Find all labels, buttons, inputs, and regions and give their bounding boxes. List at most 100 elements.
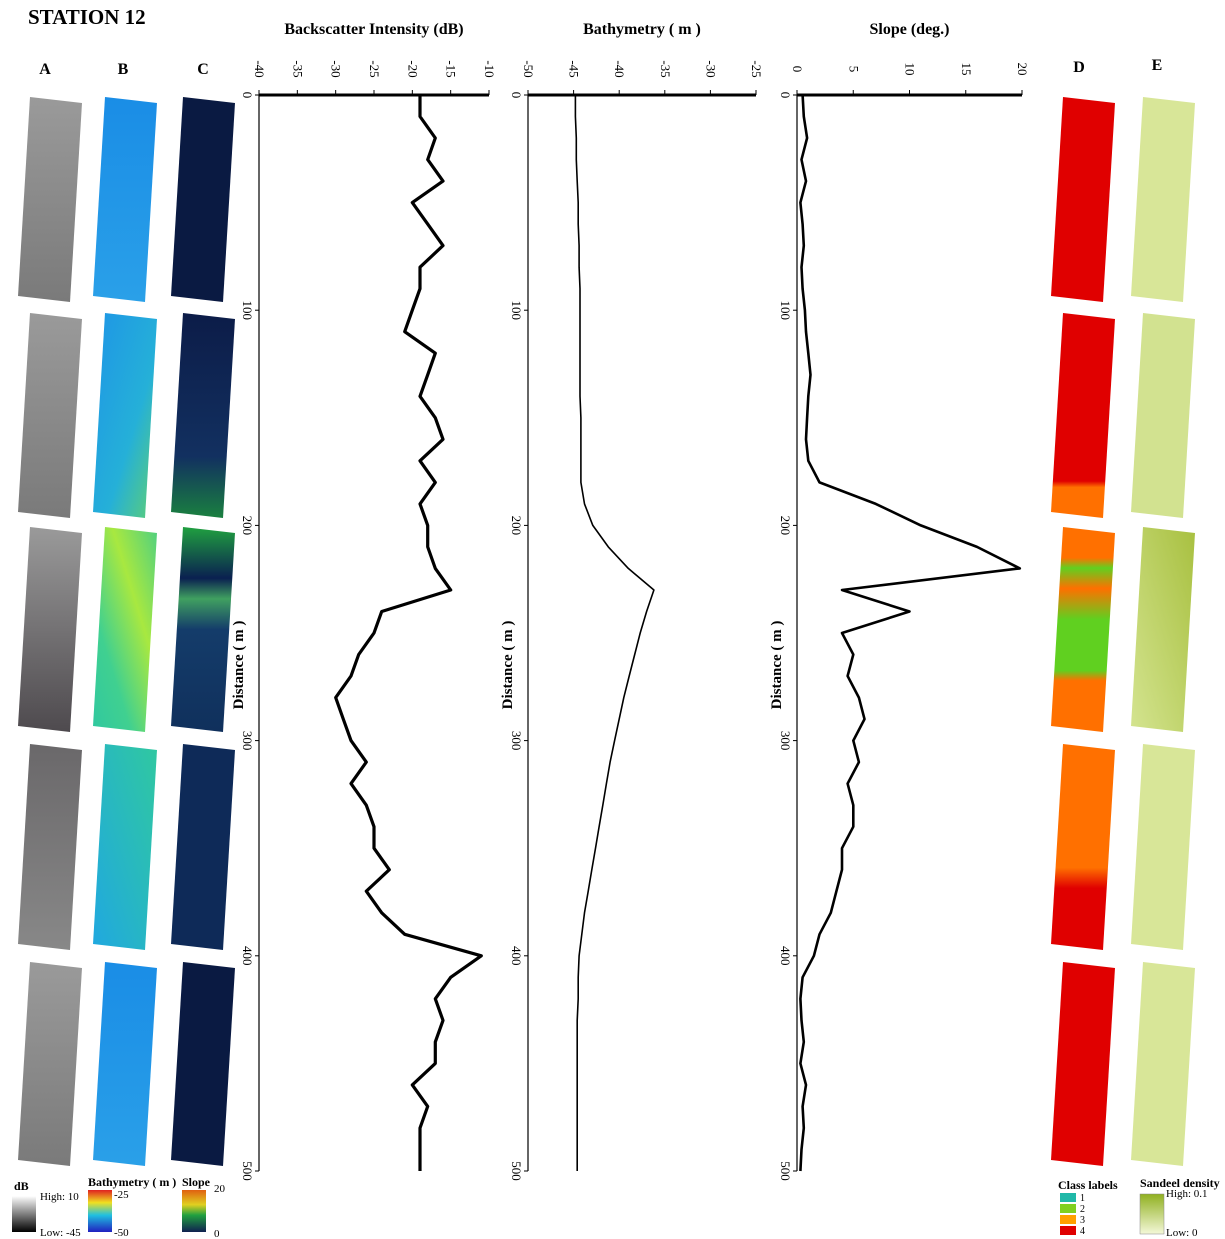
color-bar <box>12 1196 36 1232</box>
image-strip <box>1131 97 1195 302</box>
image-strip <box>1051 744 1115 950</box>
distance-tick-label: 500 <box>240 1161 255 1181</box>
legend-label: High: 0.1 <box>1166 1188 1208 1200</box>
image-strip <box>1051 962 1115 1166</box>
legend-title: Bathymetry ( m ) <box>88 1175 176 1189</box>
value-tick-label: -25 <box>749 60 764 77</box>
distance-tick-label: 500 <box>509 1161 524 1181</box>
image-strip <box>93 527 157 732</box>
color-bar <box>1140 1194 1164 1234</box>
distance-tick-label: 100 <box>509 300 524 320</box>
legend-bathymetry: Bathymetry ( m ) -25 -50 <box>88 1175 176 1239</box>
legend-label: -25 <box>114 1189 129 1201</box>
legend-classes: Class labels 1 2 3 4 <box>1058 1178 1118 1237</box>
image-strip <box>171 744 235 950</box>
value-tick-label: -35 <box>290 60 305 77</box>
data-line <box>336 95 482 1171</box>
distance-tick-label: 400 <box>778 946 793 966</box>
legend-label: 2 <box>1080 1204 1085 1215</box>
legend-label: 4 <box>1080 1226 1085 1237</box>
image-strip <box>171 97 235 302</box>
legend-title: Class labels <box>1058 1178 1118 1192</box>
legend-db: dB High: 10 Low: -45 <box>12 1179 81 1239</box>
value-tick-label: -25 <box>367 60 382 77</box>
panel-label: D <box>1073 59 1085 76</box>
legend-label: 3 <box>1080 1215 1085 1226</box>
chart-title: Bathymetry ( m ) <box>583 21 701 38</box>
image-strip <box>1051 527 1115 732</box>
axis-title: Distance ( m ) <box>231 621 247 710</box>
value-tick-label: -20 <box>405 60 420 77</box>
value-tick-label: -35 <box>658 60 673 77</box>
color-bar <box>88 1190 112 1232</box>
value-tick-label: 20 <box>1015 63 1030 76</box>
legend-title: Slope <box>182 1175 211 1189</box>
legend-slope: Slope 20 0 <box>182 1175 226 1239</box>
image-strips <box>18 97 1195 1166</box>
distance-tick-label: 0 <box>240 92 255 99</box>
image-strip <box>18 744 82 950</box>
value-tick-label: -30 <box>703 60 718 77</box>
image-strip <box>171 527 235 732</box>
distance-tick-label: 300 <box>240 731 255 751</box>
value-tick-label: -15 <box>444 60 459 77</box>
value-tick-label: 5 <box>846 66 861 73</box>
distance-tick-label: 0 <box>778 92 793 99</box>
value-tick-label: -45 <box>567 60 582 77</box>
panel-label: E <box>1152 57 1163 74</box>
color-bar <box>182 1190 206 1232</box>
legend-swatch <box>1060 1226 1076 1235</box>
panel-label: C <box>197 61 209 78</box>
distance-tick-label: 500 <box>778 1161 793 1181</box>
value-tick-label: 10 <box>903 63 918 76</box>
chart-title: Slope (deg.) <box>870 21 950 38</box>
distance-tick-label: 200 <box>509 516 524 536</box>
legend-label: High: 10 <box>40 1191 79 1203</box>
legend-label: Low: 0 <box>1166 1227 1198 1239</box>
image-strip <box>93 97 157 302</box>
image-strip <box>18 527 82 732</box>
distance-tick-label: 400 <box>509 946 524 966</box>
value-tick-label: -10 <box>482 60 497 77</box>
image-strip <box>1131 962 1195 1166</box>
image-strip <box>93 744 157 950</box>
image-strip <box>18 313 82 518</box>
distance-tick-label: 200 <box>240 516 255 536</box>
image-strip <box>1131 313 1195 518</box>
legend-title: dB <box>14 1179 29 1193</box>
distance-tick-label: 400 <box>240 946 255 966</box>
data-line <box>575 95 654 1171</box>
distance-tick-label: 200 <box>778 516 793 536</box>
value-tick-label: 15 <box>959 63 974 76</box>
distance-tick-label: 100 <box>778 300 793 320</box>
axis-title: Distance ( m ) <box>769 621 785 710</box>
legend-swatch <box>1060 1204 1076 1213</box>
image-strip <box>1051 97 1115 302</box>
data-line <box>800 95 1019 1171</box>
image-strip <box>1131 744 1195 950</box>
value-tick-label: 0 <box>790 66 805 73</box>
legend-label: 0 <box>214 1228 220 1239</box>
legend-sandeel: Sandeel density High: 0.1 Low: 0 <box>1140 1176 1220 1239</box>
figure: STATION 12 A B C D E Backscatter Intensi… <box>0 0 1225 1239</box>
panel-label: B <box>118 61 129 78</box>
legend-label: Low: -45 <box>40 1227 81 1239</box>
value-tick-label: -30 <box>329 60 344 77</box>
value-tick-label: -40 <box>612 60 627 77</box>
image-strip <box>1051 313 1115 518</box>
image-strip <box>93 313 157 518</box>
distance-tick-label: 0 <box>509 92 524 99</box>
axis-title: Distance ( m ) <box>500 621 516 710</box>
distance-tick-label: 300 <box>509 731 524 751</box>
legend-swatch <box>1060 1215 1076 1224</box>
distance-tick-label: 300 <box>778 731 793 751</box>
chart-title: Backscatter Intensity (dB) <box>284 21 463 38</box>
image-strip <box>18 962 82 1166</box>
image-strip <box>18 97 82 302</box>
value-tick-label: -50 <box>521 60 536 77</box>
legend-label: -50 <box>114 1227 129 1239</box>
image-strip <box>171 962 235 1166</box>
legend-label: 20 <box>214 1183 226 1195</box>
legend-swatch <box>1060 1193 1076 1202</box>
value-tick-label: -40 <box>252 60 267 77</box>
